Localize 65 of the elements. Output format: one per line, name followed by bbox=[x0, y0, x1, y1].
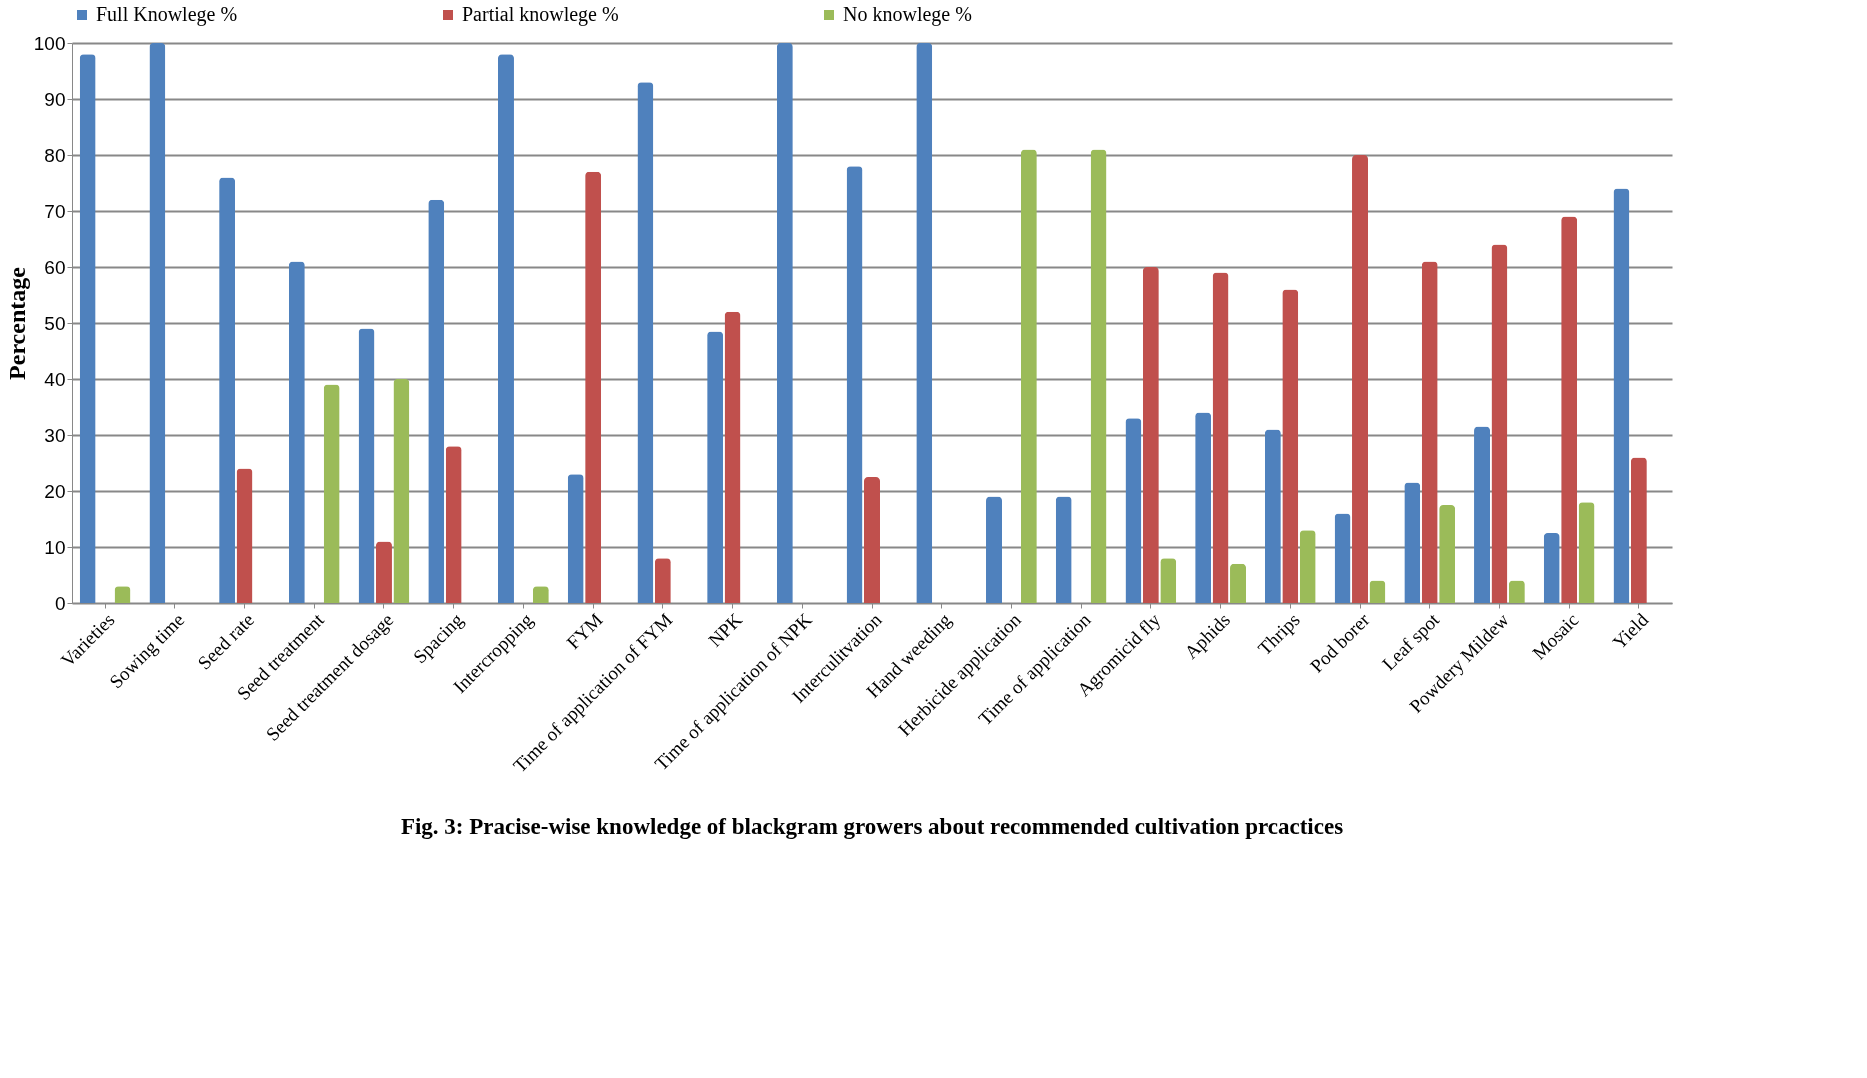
bar bbox=[393, 379, 410, 603]
bar bbox=[445, 446, 462, 603]
y-tick-label: 10 bbox=[44, 536, 66, 558]
bar bbox=[1264, 429, 1281, 603]
legend-label: No knowlege % bbox=[843, 3, 972, 26]
bar bbox=[219, 177, 236, 603]
y-tick-label: 20 bbox=[44, 480, 66, 502]
y-tick-label: 80 bbox=[44, 144, 66, 166]
bar bbox=[375, 541, 392, 603]
bar bbox=[288, 261, 305, 603]
bar bbox=[1334, 513, 1351, 603]
text: Fig. 3: Pracise-wise knowledge of blackgram growers about recommended cultivation prcactices bbox=[400, 813, 1344, 839]
bar bbox=[1491, 244, 1508, 603]
bar bbox=[1230, 563, 1247, 603]
y-axis-title: Percentage bbox=[3, 266, 30, 380]
bar bbox=[1125, 418, 1142, 603]
bar bbox=[1195, 412, 1212, 603]
bar bbox=[1474, 426, 1491, 603]
bar bbox=[654, 558, 671, 603]
bar bbox=[1352, 155, 1369, 603]
y-tick-label: 90 bbox=[44, 88, 66, 110]
y-tick-label: 70 bbox=[44, 200, 66, 222]
bar bbox=[1508, 580, 1525, 603]
bar bbox=[1421, 261, 1438, 603]
bar bbox=[724, 311, 741, 603]
bar bbox=[1212, 272, 1229, 603]
bar bbox=[1578, 502, 1595, 603]
bar bbox=[497, 54, 514, 603]
bar bbox=[1282, 289, 1299, 603]
y-tick-label: 60 bbox=[44, 256, 66, 278]
bar bbox=[1543, 533, 1560, 603]
bar bbox=[428, 199, 445, 603]
bar bbox=[916, 43, 933, 603]
bar bbox=[846, 166, 863, 603]
y-tick-label: 100 bbox=[33, 32, 66, 54]
bar bbox=[323, 384, 340, 603]
bar bbox=[776, 43, 793, 603]
bar bbox=[1561, 216, 1578, 603]
y-tick-label: 50 bbox=[44, 312, 66, 334]
bar bbox=[585, 171, 602, 603]
bar bbox=[864, 477, 880, 603]
bar bbox=[358, 328, 375, 603]
legend-label: Partial knowlege % bbox=[462, 3, 619, 26]
legend-label: Full Knowlege % bbox=[96, 3, 238, 26]
y-tick-label: 40 bbox=[44, 368, 66, 390]
y-tick-label: 0 bbox=[54, 592, 66, 614]
bar bbox=[1404, 482, 1421, 603]
bar bbox=[1055, 496, 1072, 603]
bar bbox=[1020, 149, 1037, 603]
y-tick-label: 30 bbox=[44, 424, 66, 446]
bar bbox=[1630, 457, 1647, 603]
bar bbox=[1369, 580, 1386, 603]
bar bbox=[637, 82, 654, 603]
bar bbox=[1439, 505, 1456, 603]
bar bbox=[707, 331, 724, 603]
bar bbox=[149, 43, 166, 603]
bar bbox=[1160, 558, 1177, 603]
bar bbox=[236, 468, 253, 603]
bar bbox=[1142, 267, 1159, 603]
bar bbox=[1090, 149, 1107, 603]
bar bbox=[986, 496, 1002, 603]
bar bbox=[1299, 530, 1316, 603]
bar bbox=[567, 474, 584, 603]
bar bbox=[1613, 188, 1630, 603]
bar bbox=[79, 54, 96, 603]
